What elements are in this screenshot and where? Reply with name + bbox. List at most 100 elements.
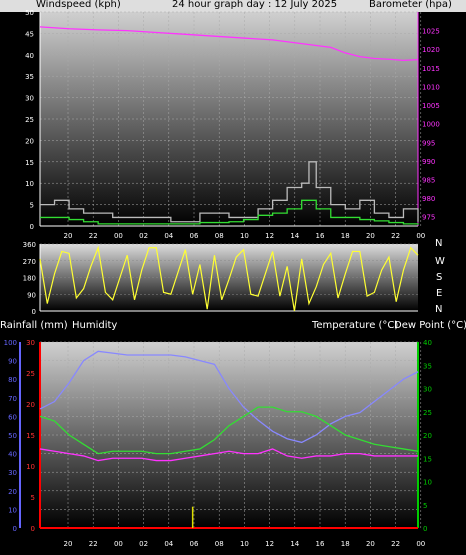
humidity-line [39, 350, 419, 444]
barometer-label: Barometer (hpa) [369, 0, 452, 10]
wind-x-tick: 16 [316, 232, 325, 240]
graph-title: 24 hour graph day : 12 July 2025 [172, 0, 338, 10]
temperature-label: Temperature (°C) [312, 320, 399, 331]
temp-x-tick: 14 [290, 540, 299, 548]
baro-y-tick: 1010 [422, 83, 440, 91]
baro-y-tick: 980 [422, 195, 435, 203]
temp-x-tick: 04 [164, 540, 173, 548]
compass-n-top: N [435, 238, 443, 249]
rain-y-tick: 20 [26, 401, 35, 409]
wind-y-tick: 35 [25, 73, 34, 81]
wind-y-tick: 10 [25, 180, 34, 188]
humidity-y-tick: 30 [8, 469, 17, 477]
temp-y-tick: 40 [423, 339, 432, 347]
wind-x-tick: 22 [89, 232, 98, 240]
temp-x-tick: 08 [215, 540, 224, 548]
temp-y-tick: 10 [423, 479, 432, 487]
humidity-y-tick: 40 [8, 451, 17, 459]
wind-x-tick: 08 [215, 232, 224, 240]
temp-x-tick: 12 [265, 540, 274, 548]
humidity-y-tick: 70 [8, 395, 17, 403]
temp-x-tick: 00 [416, 540, 425, 548]
wind-avg-line [40, 199, 419, 225]
wind-x-tick: 02 [139, 232, 148, 240]
wind-x-tick: 22 [391, 232, 400, 240]
compass-n-bottom: N [435, 304, 443, 315]
rain-y-tick: 10 [26, 463, 35, 471]
temp-x-tick: 20 [366, 540, 375, 548]
wind-x-tick: 10 [240, 232, 249, 240]
baro-y-tick: 975 [422, 214, 435, 222]
humidity-y-tick: 100 [4, 339, 17, 347]
dewpoint-line [39, 448, 418, 462]
wind-x-tick: 04 [164, 232, 173, 240]
baro-y-tick: 990 [422, 158, 435, 166]
humidity-y-tick: 10 [8, 506, 17, 514]
temp-x-tick: 00 [114, 540, 123, 548]
compass-w: W [435, 256, 445, 267]
baro-y-tick: 995 [422, 139, 435, 147]
baro-y-tick: 1025 [422, 28, 440, 36]
rainfall-label: Rainfall (mm) [0, 320, 68, 331]
temp-y-tick: 20 [423, 432, 432, 440]
wind-y-tick: 15 [25, 159, 34, 167]
baro-y-tick: 1000 [422, 121, 440, 129]
dewpoint-label: Dew Point (°C) [394, 320, 466, 331]
rain-y-tick: 25 [26, 370, 35, 378]
wind-x-tick: 14 [290, 232, 299, 240]
wind-x-tick: 20 [366, 232, 375, 240]
dir-y-tick: 90 [27, 291, 36, 299]
wind-y-tick: 20 [25, 137, 34, 145]
humidity-y-tick: 20 [8, 488, 17, 496]
temp-x-tick: 10 [240, 540, 249, 548]
temp-x-tick: 06 [190, 540, 199, 548]
temp-y-tick: 0 [423, 525, 427, 533]
wind-x-tick: 06 [190, 232, 199, 240]
temp-x-tick: 22 [391, 540, 400, 548]
rain-y-tick: 0 [31, 525, 35, 533]
wind-y-tick: 5 [30, 202, 34, 210]
rain-y-tick: 15 [26, 432, 35, 440]
rain-y-tick: 30 [26, 339, 35, 347]
windspeed-label: Windspeed (kph) [36, 0, 121, 10]
temp-y-tick: 5 [423, 502, 427, 510]
wind-y-tick: 45 [25, 30, 34, 38]
baro-y-tick: 985 [422, 176, 435, 184]
temp-x-tick: 16 [316, 540, 325, 548]
temp-y-tick: 15 [423, 455, 432, 463]
temp-y-tick: 35 [423, 362, 432, 370]
humidity-y-tick: 60 [8, 413, 17, 421]
wind-x-tick: 12 [265, 232, 274, 240]
wind-y-tick: 50 [25, 9, 34, 17]
wind-y-tick: 0 [30, 223, 34, 231]
temp-y-tick: 25 [423, 409, 432, 417]
temp-x-tick: 18 [341, 540, 350, 548]
compass-e: E [436, 288, 443, 299]
wind-y-tick: 40 [25, 52, 34, 60]
baro-y-tick: 1005 [422, 102, 440, 110]
baro-y-tick: 1020 [422, 46, 440, 54]
temp-x-tick: 22 [89, 540, 98, 548]
wind-x-tick: 18 [341, 232, 350, 240]
dir-y-tick: 0 [32, 308, 36, 316]
humidity-y-tick: 90 [8, 358, 17, 366]
temperature-line [39, 406, 419, 455]
header-band [0, 0, 466, 12]
temp-x-tick: 20 [64, 540, 73, 548]
baro-y-tick: 1015 [422, 65, 440, 73]
compass-s: S [436, 272, 443, 283]
barometer-line [39, 26, 419, 62]
temp-y-tick: 30 [423, 386, 432, 394]
direction-line [39, 245, 419, 312]
temp-x-tick: 02 [139, 540, 148, 548]
dir-y-tick: 360 [23, 241, 36, 249]
gust-line [40, 161, 419, 223]
wind-x-tick: 00 [416, 232, 425, 240]
humidity-y-tick: 80 [8, 376, 17, 384]
humidity-y-tick: 0 [13, 525, 17, 533]
dir-y-tick: 180 [23, 275, 36, 283]
rain-y-tick: 5 [31, 494, 35, 502]
humidity-label: Humidity [72, 320, 118, 331]
